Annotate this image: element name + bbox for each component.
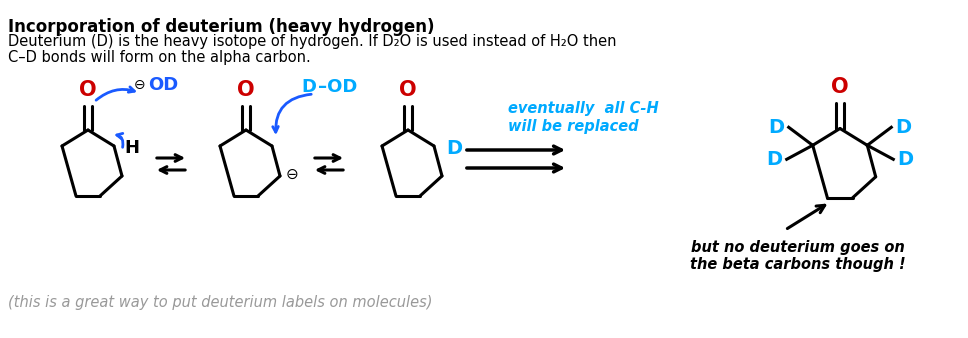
Text: O: O	[832, 77, 849, 97]
Text: –OD: –OD	[318, 78, 357, 96]
Text: (this is a great way to put deuterium labels on molecules): (this is a great way to put deuterium la…	[8, 295, 433, 310]
Text: C–D bonds will form on the alpha carbon.: C–D bonds will form on the alpha carbon.	[8, 50, 311, 65]
Text: will be replaced: will be replaced	[508, 119, 639, 134]
Text: D: D	[301, 78, 316, 96]
Text: Deuterium (D) is the heavy isotope of hydrogen. If D₂O is used instead of H₂O th: Deuterium (D) is the heavy isotope of hy…	[8, 34, 617, 49]
Text: O: O	[237, 80, 255, 100]
Text: D: D	[767, 150, 783, 169]
Text: D: D	[895, 118, 912, 137]
Text: OD: OD	[148, 76, 178, 94]
Text: the beta carbons though !: the beta carbons though !	[690, 257, 906, 272]
Text: but no deuterium goes on: but no deuterium goes on	[691, 240, 905, 255]
Text: ⊖: ⊖	[134, 78, 145, 92]
Text: O: O	[79, 80, 97, 100]
Text: eventually  all C-H: eventually all C-H	[508, 100, 659, 116]
Text: D: D	[769, 118, 785, 137]
Text: D: D	[897, 150, 914, 169]
Text: D: D	[446, 139, 462, 158]
Text: H: H	[124, 139, 139, 157]
Text: O: O	[399, 80, 417, 100]
Text: Incorporation of deuterium (heavy hydrogen): Incorporation of deuterium (heavy hydrog…	[8, 18, 435, 36]
Text: ⊖: ⊖	[286, 167, 299, 182]
